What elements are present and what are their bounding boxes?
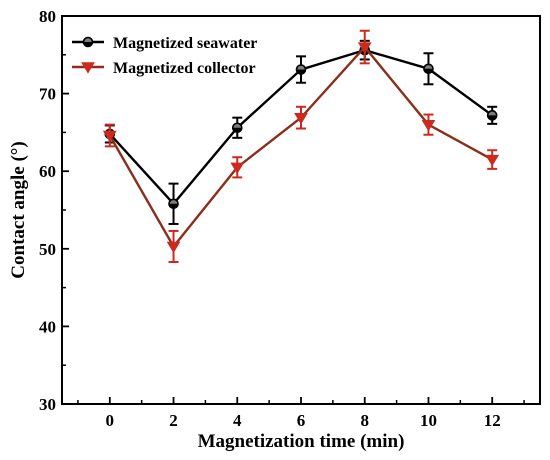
marker-fill — [487, 115, 497, 120]
y-tick-label: 50 — [39, 240, 56, 259]
y-tick-label: 80 — [39, 7, 56, 26]
x-tick-label: 0 — [106, 411, 115, 430]
data-point — [102, 130, 117, 143]
legend-entry-1: Magnetized seawater — [72, 35, 257, 52]
marker-fill — [232, 127, 242, 133]
marker-fill — [296, 69, 306, 75]
y-tick-label: 60 — [39, 162, 56, 181]
marker-fill — [423, 68, 433, 74]
x-tick-label: 8 — [360, 411, 369, 430]
data-point — [423, 63, 434, 75]
data-point — [166, 241, 181, 254]
legend-marker — [82, 36, 94, 48]
legend-label: Magnetized seawater — [113, 35, 257, 52]
legend-entry-2: Magnetized collector — [72, 60, 256, 77]
axes: Contact angle (°) Magnetization time (mi… — [8, 7, 541, 452]
data-point — [421, 119, 436, 132]
legend: Magnetized seawater Magnetized collector — [72, 35, 257, 77]
x-tick-label: 2 — [169, 411, 178, 430]
legend-marker — [81, 62, 95, 74]
y-tick-label: 30 — [39, 395, 56, 414]
y-tick-label: 70 — [39, 85, 56, 104]
data-point — [294, 112, 308, 125]
x-tick-label: 10 — [420, 411, 437, 430]
legend-label: Magnetized collector — [113, 60, 256, 77]
plot-area — [102, 29, 500, 263]
data-point — [357, 42, 372, 54]
data-point — [168, 198, 179, 210]
y-axis-title: Contact angle (°) — [8, 141, 29, 278]
x-axis-title: Magnetization time (min) — [198, 431, 405, 452]
x-tick-label: 6 — [297, 411, 306, 430]
marker-fill — [83, 42, 93, 47]
data-point — [231, 122, 243, 134]
y-tick-label: 40 — [39, 317, 56, 336]
series-2 — [102, 29, 500, 263]
x-tick-label: 12 — [484, 411, 501, 430]
data-point — [485, 154, 500, 167]
marker-fill — [169, 203, 179, 209]
data-point — [230, 162, 245, 174]
data-point — [295, 64, 307, 75]
x-tick-label: 4 — [233, 411, 242, 430]
data-point — [486, 110, 498, 121]
